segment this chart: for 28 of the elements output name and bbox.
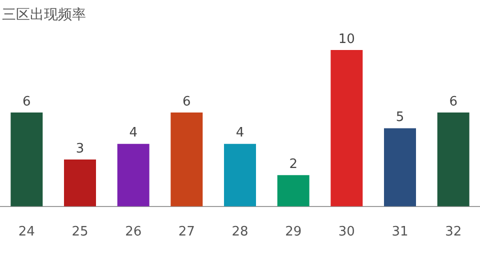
data-label: 6 <box>22 94 31 110</box>
data-label: 4 <box>129 126 138 141</box>
data-label: 3 <box>76 141 84 156</box>
bar <box>224 144 256 206</box>
x-tick-label: 28 <box>232 224 248 240</box>
x-tick-label: 31 <box>392 224 408 240</box>
x-tick-label: 32 <box>445 224 462 240</box>
x-tick-label: 24 <box>18 224 35 240</box>
x-tick-label: 25 <box>72 224 88 240</box>
bar <box>330 50 363 206</box>
x-tick-label: 29 <box>285 224 302 240</box>
data-label: 5 <box>396 110 404 126</box>
chart-title: 三区出现频率 <box>2 6 86 24</box>
bar <box>437 112 470 206</box>
bar <box>170 112 203 206</box>
bar <box>64 159 96 206</box>
bar <box>384 128 416 206</box>
data-label: 10 <box>338 32 355 47</box>
data-label: 2 <box>289 156 298 172</box>
bar <box>117 144 150 206</box>
x-tick-label: 26 <box>125 224 142 240</box>
bar <box>10 112 43 206</box>
x-tick-label: 30 <box>338 224 355 240</box>
data-label: 6 <box>449 94 458 110</box>
bar <box>277 175 310 206</box>
x-tick-label: 27 <box>178 224 195 240</box>
data-label: 4 <box>236 126 244 141</box>
data-label: 6 <box>182 94 191 110</box>
